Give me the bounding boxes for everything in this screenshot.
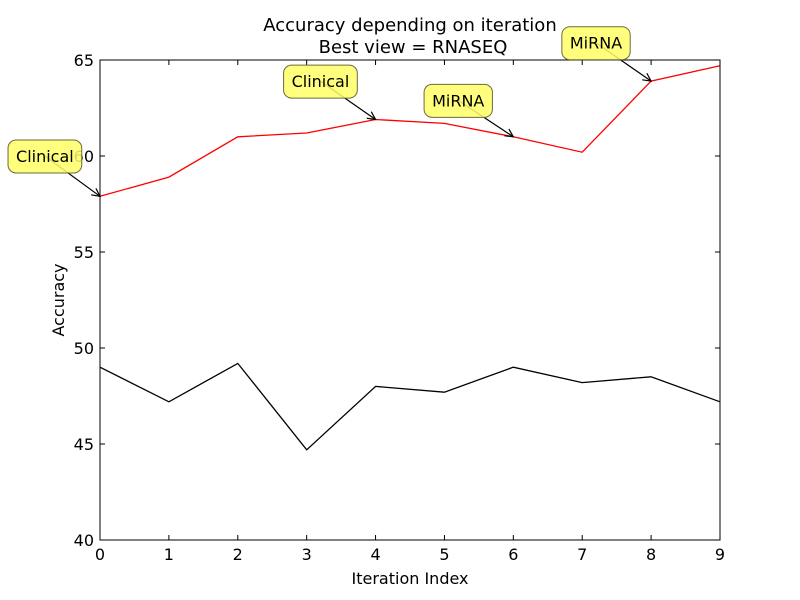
x-tick-label: 7: [577, 545, 587, 564]
y-tick-label: 45: [74, 435, 94, 454]
y-tick-label: 40: [74, 531, 94, 550]
x-tick-label: 2: [233, 545, 243, 564]
annotation-1: Clinical: [7, 139, 100, 196]
annotation-box: [7, 139, 83, 174]
annotation-3: MiRNA: [423, 83, 513, 136]
y-axis-label: Accuracy: [49, 263, 68, 336]
x-tick-label: 9: [715, 545, 725, 564]
annotation-4: MiRNA: [561, 26, 651, 81]
x-tick-label: 8: [646, 545, 656, 564]
annotation-label: Clinical: [16, 147, 74, 166]
y-tick-label: 65: [74, 51, 94, 70]
x-tick-label: 5: [439, 545, 449, 564]
annotation-label: MiRNA: [432, 91, 484, 110]
annotation-box: [423, 83, 493, 118]
x-tick-label: 1: [164, 545, 174, 564]
chart-title: Accuracy depending on iteration: [263, 15, 556, 36]
x-tick-label: 6: [508, 545, 518, 564]
chart-subtitle: Best view = RNASEQ: [319, 37, 508, 58]
annotations: Clinical Clinical MiRNA MiRNA: [7, 26, 651, 197]
series-line-1: [99, 65, 721, 197]
x-tick-label: 4: [370, 545, 380, 564]
series-lines: [99, 65, 721, 451]
y-tick-label: 55: [74, 243, 94, 262]
plot-frame: [99, 59, 721, 541]
x-axis-label: Iteration Index: [352, 569, 469, 588]
y-tick-label: 50: [74, 339, 94, 358]
annotation-box: [283, 64, 358, 99]
x-tick-label: 3: [302, 545, 312, 564]
annotation-label: Clinical: [292, 72, 350, 91]
annotation-box: [561, 26, 631, 61]
annotation-label: MiRNA: [570, 34, 622, 53]
x-tick-label: 0: [95, 545, 105, 564]
series-line-2: [99, 362, 721, 451]
annotation-2: Clinical: [283, 64, 376, 119]
